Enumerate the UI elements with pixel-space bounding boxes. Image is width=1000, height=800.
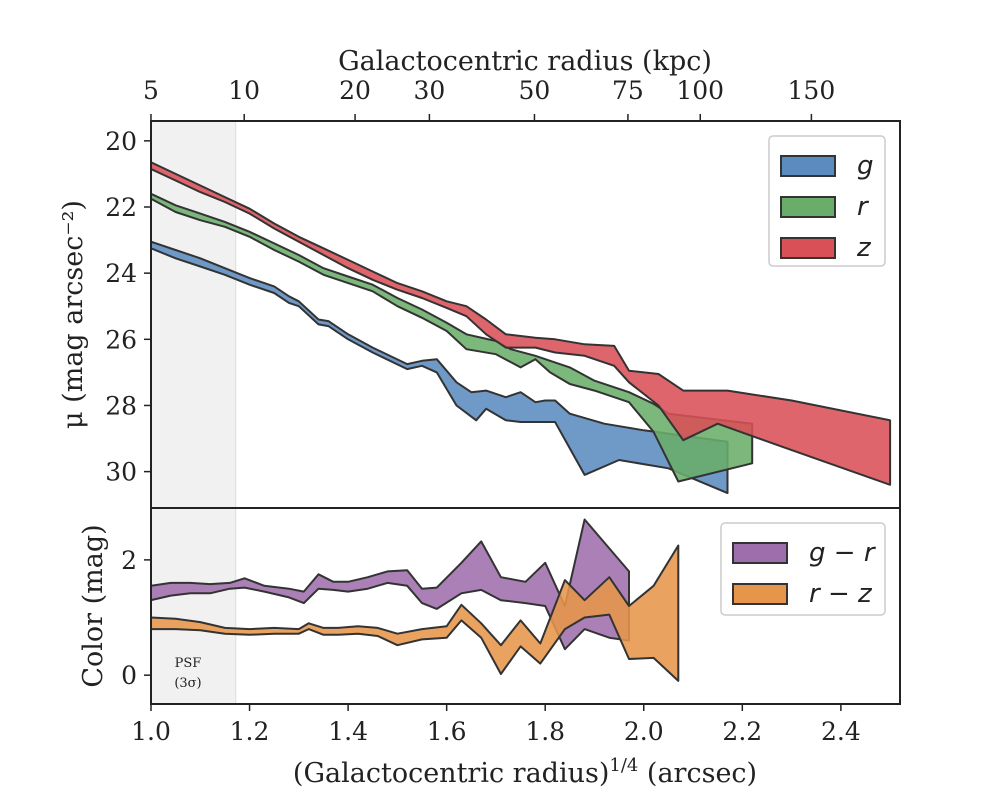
y-tick-label: 30 xyxy=(105,458,137,487)
y-tick-label: 24 xyxy=(105,259,137,288)
color-y-axis-label: Color (mag) xyxy=(78,524,109,687)
top-x-tick-label: 150 xyxy=(788,76,836,105)
bottom-legend-label: g − r xyxy=(809,538,877,568)
top-x-tick-label: 75 xyxy=(612,76,644,105)
top-legend-label: g xyxy=(857,151,874,181)
top-x-tick-label: 10 xyxy=(228,76,260,105)
y-tick-label: 0 xyxy=(121,661,137,690)
y-tick-label: 22 xyxy=(105,193,137,222)
psf-annotation: PSF xyxy=(175,656,202,671)
color-panel: 0 2 Color (mag) 1.0 1.2 1.4 1.6 1.8 2.0 2.2 2.4 (Ga… xyxy=(78,507,901,789)
y-tick-label: 28 xyxy=(105,391,137,420)
y-tick-label: 2 xyxy=(121,546,137,575)
x-tick-label: 1.4 xyxy=(328,717,368,746)
band-r xyxy=(151,192,754,483)
psf-shaded-region xyxy=(151,121,236,508)
psf-annotation-sigma: (3σ) xyxy=(174,676,201,691)
top-x-tick-label: 30 xyxy=(413,76,445,105)
y-axis-label: μ (mag arcsec⁻²) xyxy=(58,200,89,429)
x-axis-label-main: (Galactocentric radius) xyxy=(293,758,609,789)
top-legend-label: z xyxy=(856,233,872,263)
top-legend-swatch xyxy=(780,196,836,218)
x-tick-label: 2.4 xyxy=(821,717,861,746)
top-x-tick-label: 100 xyxy=(676,76,724,105)
top-x-tick-label: 50 xyxy=(519,76,551,105)
band-r-minus-z xyxy=(151,544,680,682)
band-g xyxy=(151,240,729,495)
psf-shaded-region xyxy=(151,508,236,704)
top-legend-label: r xyxy=(857,192,870,222)
bottom-legend-swatch xyxy=(732,583,788,605)
top-x-tick-label: 5 xyxy=(143,76,159,105)
x-tick-label: 2.0 xyxy=(624,717,664,746)
bottom-legend-swatch xyxy=(732,542,788,564)
y-tick-label: 26 xyxy=(105,325,137,354)
x-tick-label: 1.0 xyxy=(131,717,171,746)
bottom-panel-frame xyxy=(150,507,901,705)
y-tick-label: 20 xyxy=(105,127,137,156)
x-tick-label: 1.2 xyxy=(230,717,270,746)
top-x-tick-label: 20 xyxy=(339,76,371,105)
top-x-axis-label: Galactocentric radius (kpc) xyxy=(338,46,712,77)
x-tick-label: 1.6 xyxy=(427,717,467,746)
top-legend-swatch xyxy=(780,155,836,177)
x-axis-label-unit: (arcsec) xyxy=(638,758,757,789)
top-legend-swatch xyxy=(780,237,836,259)
x-tick-label: 1.8 xyxy=(525,717,565,746)
surface-brightness-panel: 20 22 24 26 28 30 μ (mag arcsec⁻²) 5 10 20 30 50 75 1… xyxy=(58,46,901,509)
x-tick-label: 2.2 xyxy=(722,717,762,746)
x-axis-label: (Galactocentric radius)1/4 (arcsec) xyxy=(293,755,757,789)
x-axis-label-superscript: 1/4 xyxy=(609,755,638,776)
bottom-legend-label: r − z xyxy=(809,579,873,609)
band-z xyxy=(151,161,892,486)
